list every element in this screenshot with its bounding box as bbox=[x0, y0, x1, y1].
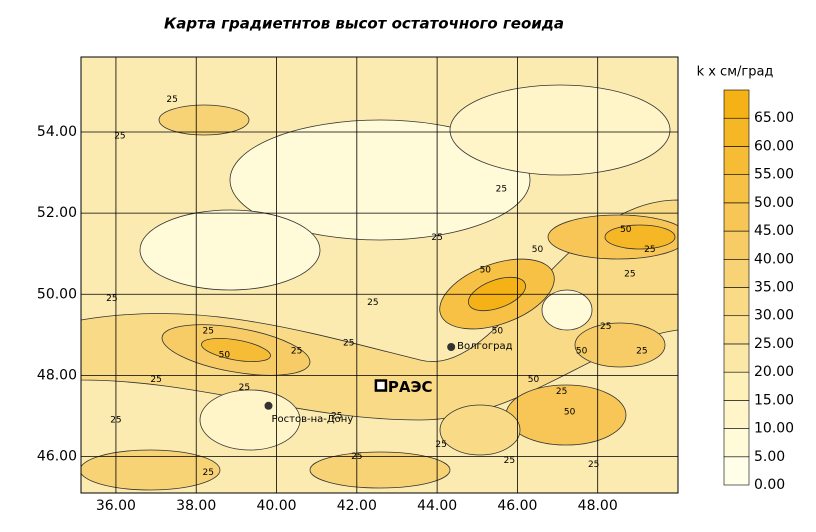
colorbar-label: 30.00 bbox=[754, 308, 794, 324]
colorbar-bin bbox=[723, 174, 750, 204]
colorbar-label: 35.00 bbox=[754, 280, 794, 296]
map-title: Карта градиетнтов высот остаточного геои… bbox=[164, 15, 564, 33]
colorbar-bin bbox=[723, 230, 750, 260]
contour-label: 25 bbox=[496, 184, 507, 194]
y-tick-label: 48.00 bbox=[37, 367, 77, 383]
colorbar-bin bbox=[723, 456, 750, 486]
place-label: Ростов-на-Дону bbox=[271, 414, 353, 425]
colorbar-label: 40.00 bbox=[754, 251, 794, 267]
x-tick-label: 40.00 bbox=[256, 498, 296, 514]
y-tick-label: 54.00 bbox=[37, 124, 77, 140]
contour-label: 25 bbox=[600, 322, 611, 332]
place-marker bbox=[374, 379, 388, 392]
contour-label: 50 bbox=[492, 326, 504, 336]
plot-frame bbox=[80, 56, 679, 494]
contour-label: 25 bbox=[351, 452, 362, 462]
colorbar-label: 45.00 bbox=[754, 223, 794, 239]
contour-label: 25 bbox=[367, 298, 378, 308]
contour-label: 25 bbox=[114, 132, 125, 142]
place-label: РАЭС bbox=[388, 378, 433, 396]
colorbar-label: 20.00 bbox=[754, 364, 794, 380]
place-marker bbox=[264, 401, 273, 410]
colorbar-label: 65.00 bbox=[754, 110, 794, 126]
colorbar-label: 60.00 bbox=[754, 138, 794, 154]
y-tick-label: 50.00 bbox=[37, 286, 77, 302]
colorbar-label: 50.00 bbox=[754, 195, 794, 211]
colorbar-label: 10.00 bbox=[754, 421, 794, 437]
contour-label: 25 bbox=[636, 347, 647, 357]
contour-label: 50 bbox=[219, 351, 231, 361]
contour-label: 25 bbox=[624, 269, 635, 279]
contour-label: 25 bbox=[343, 338, 354, 348]
place-marker bbox=[447, 342, 456, 351]
colorbar-bin bbox=[723, 146, 750, 175]
contour-label: 25 bbox=[150, 375, 161, 385]
colorbar-bin bbox=[723, 117, 750, 147]
colorbar-bin bbox=[723, 400, 750, 429]
colorbar-bin bbox=[723, 89, 750, 119]
colorbar-bin bbox=[723, 287, 750, 317]
contour-label: 25 bbox=[291, 347, 302, 357]
contour-label: 25 bbox=[239, 383, 250, 393]
contour-label: 50 bbox=[532, 245, 544, 255]
x-tick-label: 38.00 bbox=[176, 498, 216, 514]
contour-label: 25 bbox=[644, 245, 655, 255]
contour-label: 50 bbox=[528, 375, 540, 385]
contour-label: 25 bbox=[588, 460, 599, 470]
colorbar-bin bbox=[723, 258, 750, 288]
contour-label: 25 bbox=[203, 326, 214, 336]
contour-label: 25 bbox=[331, 411, 342, 421]
contour-label: 25 bbox=[504, 456, 515, 466]
colorbar-bin bbox=[723, 315, 750, 345]
x-tick-label: 42.00 bbox=[337, 498, 377, 514]
place-label: Волгоград bbox=[457, 341, 512, 352]
colorbar-title: k x см/град bbox=[697, 65, 774, 80]
colorbar-bin bbox=[723, 371, 750, 401]
colorbar-label: 15.00 bbox=[754, 392, 794, 408]
y-tick-label: 46.00 bbox=[37, 448, 77, 464]
colorbar-bin bbox=[723, 343, 750, 373]
colorbar-bin bbox=[723, 202, 750, 232]
contour-label: 25 bbox=[203, 468, 214, 478]
x-tick-label: 44.00 bbox=[417, 498, 457, 514]
field bbox=[81, 57, 678, 493]
x-tick-label: 48.00 bbox=[578, 498, 618, 514]
colorbar-label: 25.00 bbox=[754, 336, 794, 352]
contour-label: 25 bbox=[435, 440, 446, 450]
contour-label: 25 bbox=[110, 415, 121, 425]
y-tick-label: 52.00 bbox=[37, 205, 77, 221]
colorbar-bin bbox=[723, 428, 750, 458]
colorbar-label: 5.00 bbox=[754, 449, 785, 465]
contour-label: 25 bbox=[166, 95, 177, 105]
contour-label: 25 bbox=[431, 233, 442, 243]
colorbar-label: 0.00 bbox=[754, 477, 785, 493]
contour-label: 50 bbox=[576, 347, 588, 357]
contour-label: 25 bbox=[106, 294, 117, 304]
contour-label: 25 bbox=[556, 387, 567, 397]
contour-label: 50 bbox=[620, 225, 632, 235]
contour-label: 50 bbox=[480, 265, 492, 275]
contour-label: 50 bbox=[564, 407, 576, 417]
x-tick-label: 46.00 bbox=[497, 498, 537, 514]
x-tick-label: 36.00 bbox=[96, 498, 136, 514]
colorbar-label: 55.00 bbox=[754, 167, 794, 183]
